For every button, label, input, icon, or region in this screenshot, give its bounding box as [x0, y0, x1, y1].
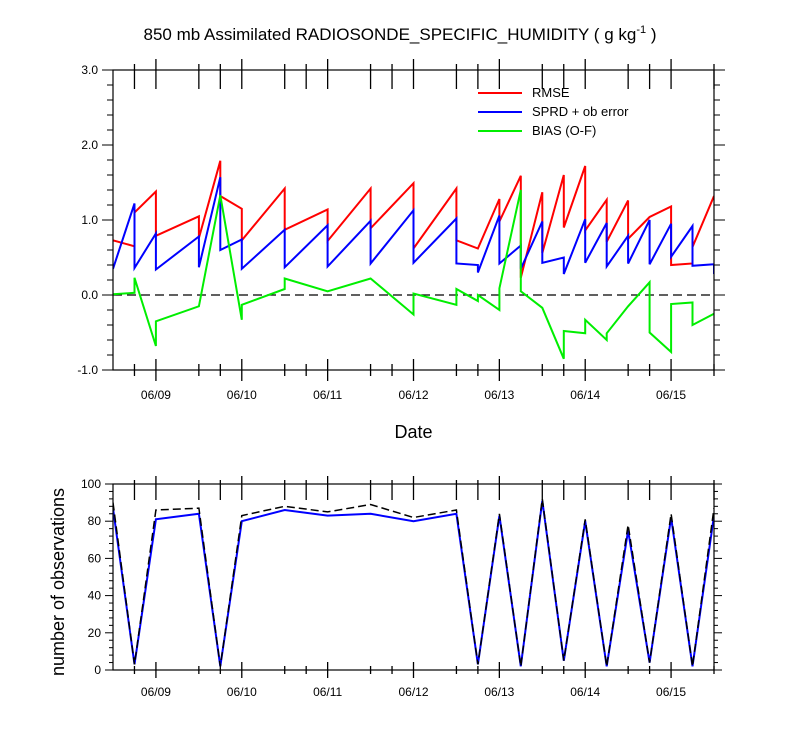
- bottom-series-assimilated: [113, 500, 714, 667]
- bottom-x-tick-label: 06/11: [313, 685, 342, 699]
- bottom-y-tick-label: 20: [88, 626, 102, 640]
- top-x-tick-label: 06/10: [227, 388, 257, 402]
- top-y-tick-label: 0.0: [81, 288, 98, 302]
- bottom-series-possible: [113, 498, 714, 667]
- bottom-y-axis-title: number of observations: [48, 488, 68, 676]
- bottom-x-tick-label: 06/15: [656, 685, 686, 699]
- bottom-y-tick-label: 100: [81, 477, 101, 491]
- top-x-tick-label: 06/09: [141, 388, 171, 402]
- legend-label-1: SPRD + ob error: [532, 104, 629, 119]
- top-series-bias-o-f: [113, 189, 714, 360]
- bottom-plot-frame: [112, 483, 715, 671]
- bottom-x-tick-label: 06/09: [141, 685, 171, 699]
- bottom-x-tick-label: 06/13: [484, 685, 514, 699]
- top-x-tick-label: 06/14: [570, 388, 600, 402]
- top-x-axis-title: Date: [394, 422, 432, 442]
- bottom-y-tick-label: 80: [88, 514, 102, 528]
- top-x-tick-label: 06/11: [313, 388, 342, 402]
- bottom-x-tick-label: 06/14: [570, 685, 600, 699]
- top-series-sprd-ob-error: [113, 176, 714, 275]
- chart-title: 850 mb Assimilated RADIOSONDE_SPECIFIC_H…: [144, 24, 657, 44]
- bottom-x-tick-label: 06/10: [227, 685, 257, 699]
- rmse-spread-bias-chart: -1.0 0.0 1.0 2.0 3.0 06/09 06/10 06/11 06/12 06/1…: [77, 59, 725, 442]
- top-x-tick-label: 06/13: [484, 388, 514, 402]
- bottom-y-tick-label: 60: [88, 551, 102, 565]
- observation-count-chart: 0 20 40 60 80 100 06/09 06/10 06/11 06/12 06/13 06/…: [48, 476, 722, 699]
- top-x-tick-label: 06/15: [656, 388, 686, 402]
- bottom-y-tick-label: 0: [94, 663, 101, 677]
- legend-label-2: BIAS (O-F): [532, 123, 596, 138]
- bottom-x-tick-label: 06/12: [398, 685, 428, 699]
- top-series-rmse: [113, 160, 714, 279]
- top-y-tick-label: 2.0: [81, 138, 98, 152]
- top-y-tick-label: -1.0: [77, 363, 98, 377]
- top-y-tick-label: 1.0: [81, 213, 98, 227]
- top-x-tick-label: 06/12: [398, 388, 428, 402]
- bottom-y-tick-label: 40: [88, 589, 102, 603]
- legend-label-0: RMSE: [532, 85, 570, 100]
- top-y-tick-label: 3.0: [81, 63, 98, 77]
